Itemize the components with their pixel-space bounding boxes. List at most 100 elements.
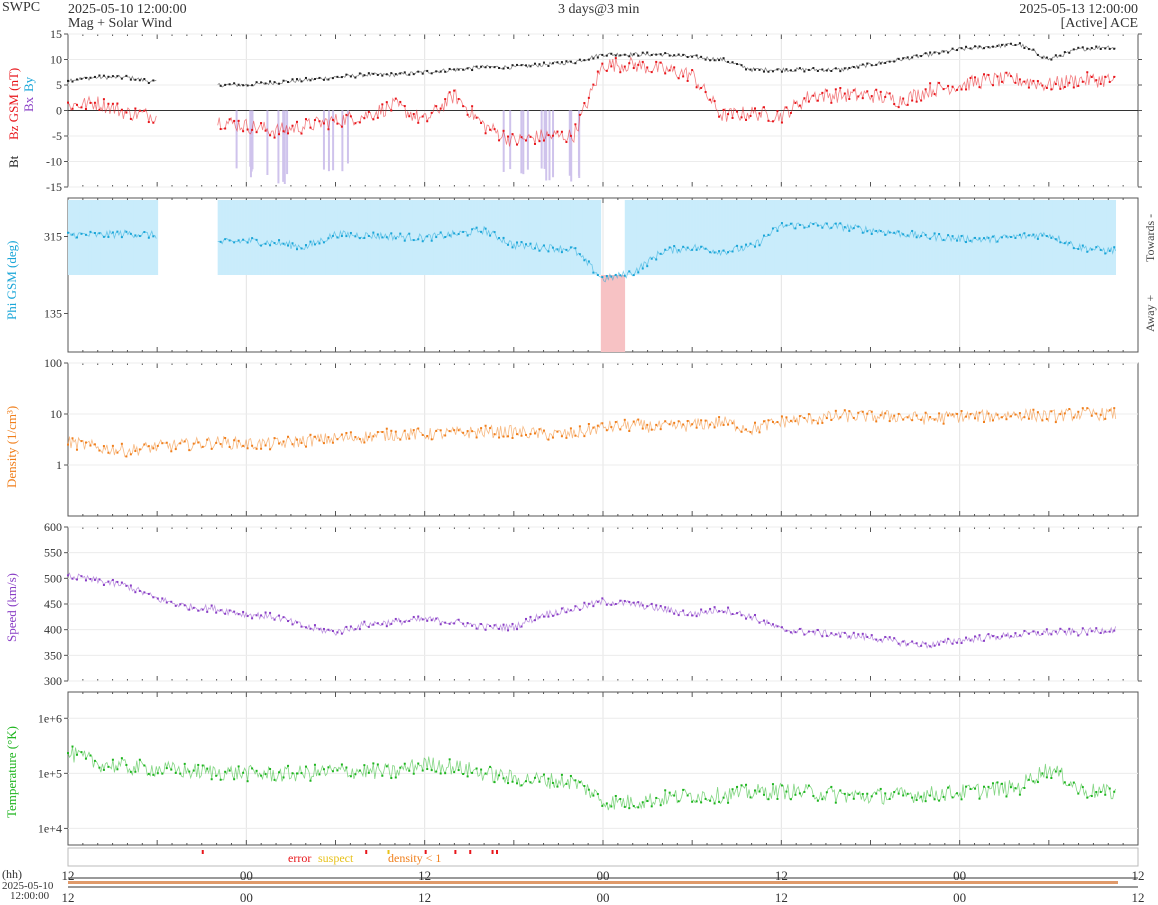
density-point bbox=[821, 421, 824, 424]
speed-point bbox=[969, 639, 972, 642]
phi-point bbox=[1068, 241, 1071, 244]
density-point bbox=[147, 445, 150, 448]
temperature-point bbox=[502, 777, 505, 780]
speed-point bbox=[278, 614, 281, 617]
density-point bbox=[242, 444, 245, 447]
speed-point bbox=[358, 628, 361, 631]
speed-point bbox=[753, 613, 756, 616]
phi-point bbox=[758, 244, 761, 247]
bt-point bbox=[893, 60, 896, 63]
bt-point bbox=[875, 63, 878, 66]
temperature-point bbox=[1050, 777, 1053, 780]
phi-point bbox=[646, 265, 649, 268]
density-point bbox=[852, 416, 855, 419]
temperature-point bbox=[430, 769, 433, 772]
phi-towards-fill bbox=[624, 200, 629, 275]
bz-point bbox=[951, 85, 954, 88]
bz-point bbox=[336, 122, 339, 125]
speed-point bbox=[219, 609, 222, 612]
speed-point bbox=[888, 636, 891, 639]
speed-point bbox=[93, 578, 96, 581]
phi-point bbox=[745, 243, 748, 246]
temperature-point bbox=[219, 778, 222, 781]
bz-point bbox=[785, 106, 788, 109]
phi-towards-fill bbox=[136, 200, 141, 275]
phi-towards-fill bbox=[1088, 200, 1093, 275]
phi-towards-fill bbox=[253, 200, 257, 275]
temperature-point bbox=[1014, 787, 1017, 790]
phi-towards-fill bbox=[633, 200, 638, 275]
phi-towards-fill bbox=[963, 200, 967, 275]
phi-towards-fill bbox=[349, 200, 353, 275]
temperature-point bbox=[1009, 786, 1012, 789]
density-point bbox=[1032, 408, 1035, 411]
phi-point bbox=[1113, 246, 1116, 249]
phi-towards-fill bbox=[292, 200, 296, 275]
speed-point bbox=[533, 619, 536, 622]
density-point bbox=[403, 429, 406, 432]
phi-towards-fill bbox=[454, 200, 458, 275]
density-point bbox=[610, 426, 613, 429]
density-point bbox=[641, 427, 644, 430]
speed-point bbox=[623, 599, 626, 602]
speed-point bbox=[722, 611, 725, 614]
speed-point bbox=[116, 580, 119, 583]
density-point bbox=[448, 430, 451, 433]
phi-towards-fill bbox=[1079, 200, 1084, 275]
temperature-point bbox=[542, 773, 545, 776]
phi-towards-fill bbox=[795, 200, 799, 275]
density-point bbox=[502, 435, 505, 438]
bz-point bbox=[1059, 87, 1062, 90]
phi-point bbox=[861, 231, 864, 234]
phi-right-label-away: Away + bbox=[1143, 294, 1157, 332]
bt-point bbox=[125, 74, 128, 77]
temperature-point bbox=[529, 781, 532, 784]
phi-point bbox=[345, 235, 348, 238]
phi-towards-fill bbox=[705, 200, 709, 275]
bz-point bbox=[516, 143, 519, 146]
bt-point bbox=[1059, 54, 1062, 57]
bz-point bbox=[1072, 86, 1075, 89]
bz-point bbox=[273, 136, 276, 139]
density-point bbox=[727, 423, 730, 426]
phi-towards-fill bbox=[301, 200, 305, 275]
temperature-point bbox=[857, 792, 860, 795]
density-point bbox=[385, 427, 388, 430]
phi-point bbox=[668, 246, 671, 249]
bz-point bbox=[776, 110, 779, 113]
phi-towards-fill bbox=[1055, 200, 1060, 275]
bt-point bbox=[89, 76, 92, 79]
phi-point bbox=[143, 231, 146, 234]
bz-point bbox=[480, 122, 483, 125]
density-point bbox=[367, 435, 370, 438]
phi-towards-fill bbox=[840, 200, 844, 275]
phi-towards-fill bbox=[517, 200, 521, 275]
phi-point bbox=[637, 271, 640, 274]
temperature-point bbox=[354, 773, 357, 776]
phi-point bbox=[641, 267, 644, 270]
density-point bbox=[273, 437, 276, 440]
speed-point bbox=[1063, 630, 1066, 633]
phi-point bbox=[147, 236, 150, 239]
flag-mark-error bbox=[491, 850, 494, 854]
speed-point bbox=[138, 589, 141, 592]
phi-towards-fill bbox=[867, 200, 871, 275]
bz-point bbox=[888, 92, 891, 95]
temperature-point bbox=[417, 762, 420, 765]
temperature-point bbox=[1027, 778, 1030, 781]
bz-point bbox=[614, 57, 617, 60]
density-point bbox=[767, 419, 770, 422]
header-subtitle: Mag + Solar Wind bbox=[68, 16, 172, 31]
bt-point bbox=[1005, 43, 1008, 46]
density-point bbox=[866, 412, 869, 415]
phi-point bbox=[116, 230, 119, 233]
speed-point bbox=[336, 631, 339, 634]
density-point bbox=[84, 441, 87, 444]
bt-point bbox=[830, 70, 833, 73]
temperature-point bbox=[233, 778, 236, 781]
phi-point bbox=[982, 237, 985, 240]
bt-point bbox=[224, 83, 227, 86]
speed-point bbox=[129, 584, 132, 587]
speed-point bbox=[762, 619, 765, 622]
temperature-point bbox=[84, 757, 87, 760]
